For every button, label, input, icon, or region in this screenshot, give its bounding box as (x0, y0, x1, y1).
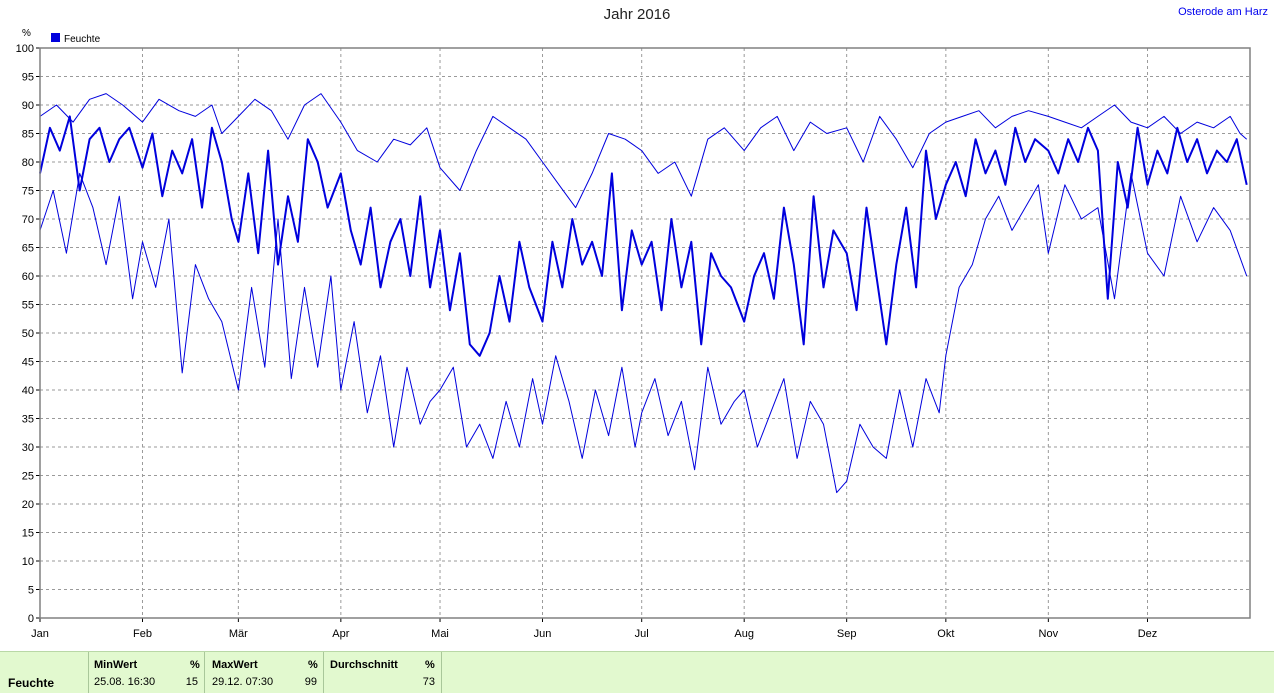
x-tick-label: Jul (635, 628, 649, 640)
y-tick-label: 45 (22, 357, 34, 369)
x-tick-label: Apr (332, 628, 349, 640)
location-label: Osterode am Harz (1178, 6, 1268, 18)
stats-max-unit: % (308, 659, 318, 671)
y-tick-label: 30 (22, 442, 34, 454)
legend-swatch (51, 33, 60, 42)
series-line-mean (39, 115, 1248, 357)
y-tick-label: 60 (22, 271, 34, 283)
y-tick-label: 0 (28, 613, 34, 625)
y-tick-label: 20 (22, 499, 34, 511)
stats-min-cell: MinWert % 25.08. 16:30 15 (89, 652, 205, 693)
y-tick-label: 55 (22, 300, 34, 312)
humidity-chart: 0 5 10 15 20 25 30 35 40 45 50 55 60 65 70 75 80 85 90 95 10… (16, 28, 1251, 640)
y-tick-label: 65 (22, 243, 34, 255)
y-tick-label: 85 (22, 129, 34, 141)
legend-label: Feuchte (64, 34, 101, 45)
y-tick-label: 95 (22, 72, 34, 84)
y-tick-label: 35 (22, 414, 34, 426)
stats-mean-cell: Durchschnitt % 73 (324, 652, 442, 693)
stats-max-header: MaxWert (212, 659, 258, 671)
y-tick-label: 40 (22, 385, 34, 397)
y-tick-label: 50 (22, 328, 34, 340)
y-tick-label: 90 (22, 100, 34, 112)
y-tick-label: 5 (28, 585, 34, 597)
stats-max-cell: MaxWert % 29.12. 07:30 99 (205, 652, 324, 693)
x-tick-label: Dez (1138, 628, 1158, 640)
x-tick-label: Okt (937, 628, 954, 640)
stats-max-value: 99 (304, 676, 317, 688)
stats-footer: Feuchte MinWert % 25.08. 16:30 15 MaxWer… (0, 651, 1274, 693)
plot-frame (39, 47, 1251, 619)
x-tick-label: Aug (734, 628, 754, 640)
series-line-max (39, 93, 1248, 209)
stats-row-label: Feuchte (8, 676, 55, 690)
stats-min-value: 15 (185, 676, 198, 688)
x-tick-label: Jun (534, 628, 552, 640)
stats-mean-header: Durchschnitt (330, 659, 398, 671)
y-tick-label: 80 (22, 157, 34, 169)
stats-mean-unit: % (425, 659, 435, 671)
y-tick-label: 70 (22, 214, 34, 226)
y-tick-label: 10 (22, 556, 34, 568)
y-tick-label: 15 (22, 528, 34, 540)
series-line-min (39, 172, 1248, 494)
x-tick-label: Mär (229, 628, 248, 640)
x-tick-label: Mai (431, 628, 449, 640)
stats-row-label-cell: Feuchte (0, 652, 89, 693)
x-tick-label: Jan (31, 628, 49, 640)
stats-min-header: MinWert (94, 659, 138, 671)
y-tick-label: 100 (16, 43, 34, 55)
x-tick-label: Sep (837, 628, 857, 640)
stats-max-time: 29.12. 07:30 (212, 676, 274, 688)
stats-mean-value: 73 (422, 676, 435, 688)
y-tick-label: 25 (22, 471, 34, 483)
chart-title: Jahr 2016 (603, 6, 671, 23)
y-axis-unit: % (22, 28, 31, 39)
stats-min-unit: % (190, 659, 200, 671)
y-tick-label: 75 (22, 186, 34, 198)
x-tick-label: Feb (133, 628, 152, 640)
stats-min-time: 25.08. 16:30 (94, 676, 156, 688)
x-tick-label: Nov (1039, 628, 1059, 640)
